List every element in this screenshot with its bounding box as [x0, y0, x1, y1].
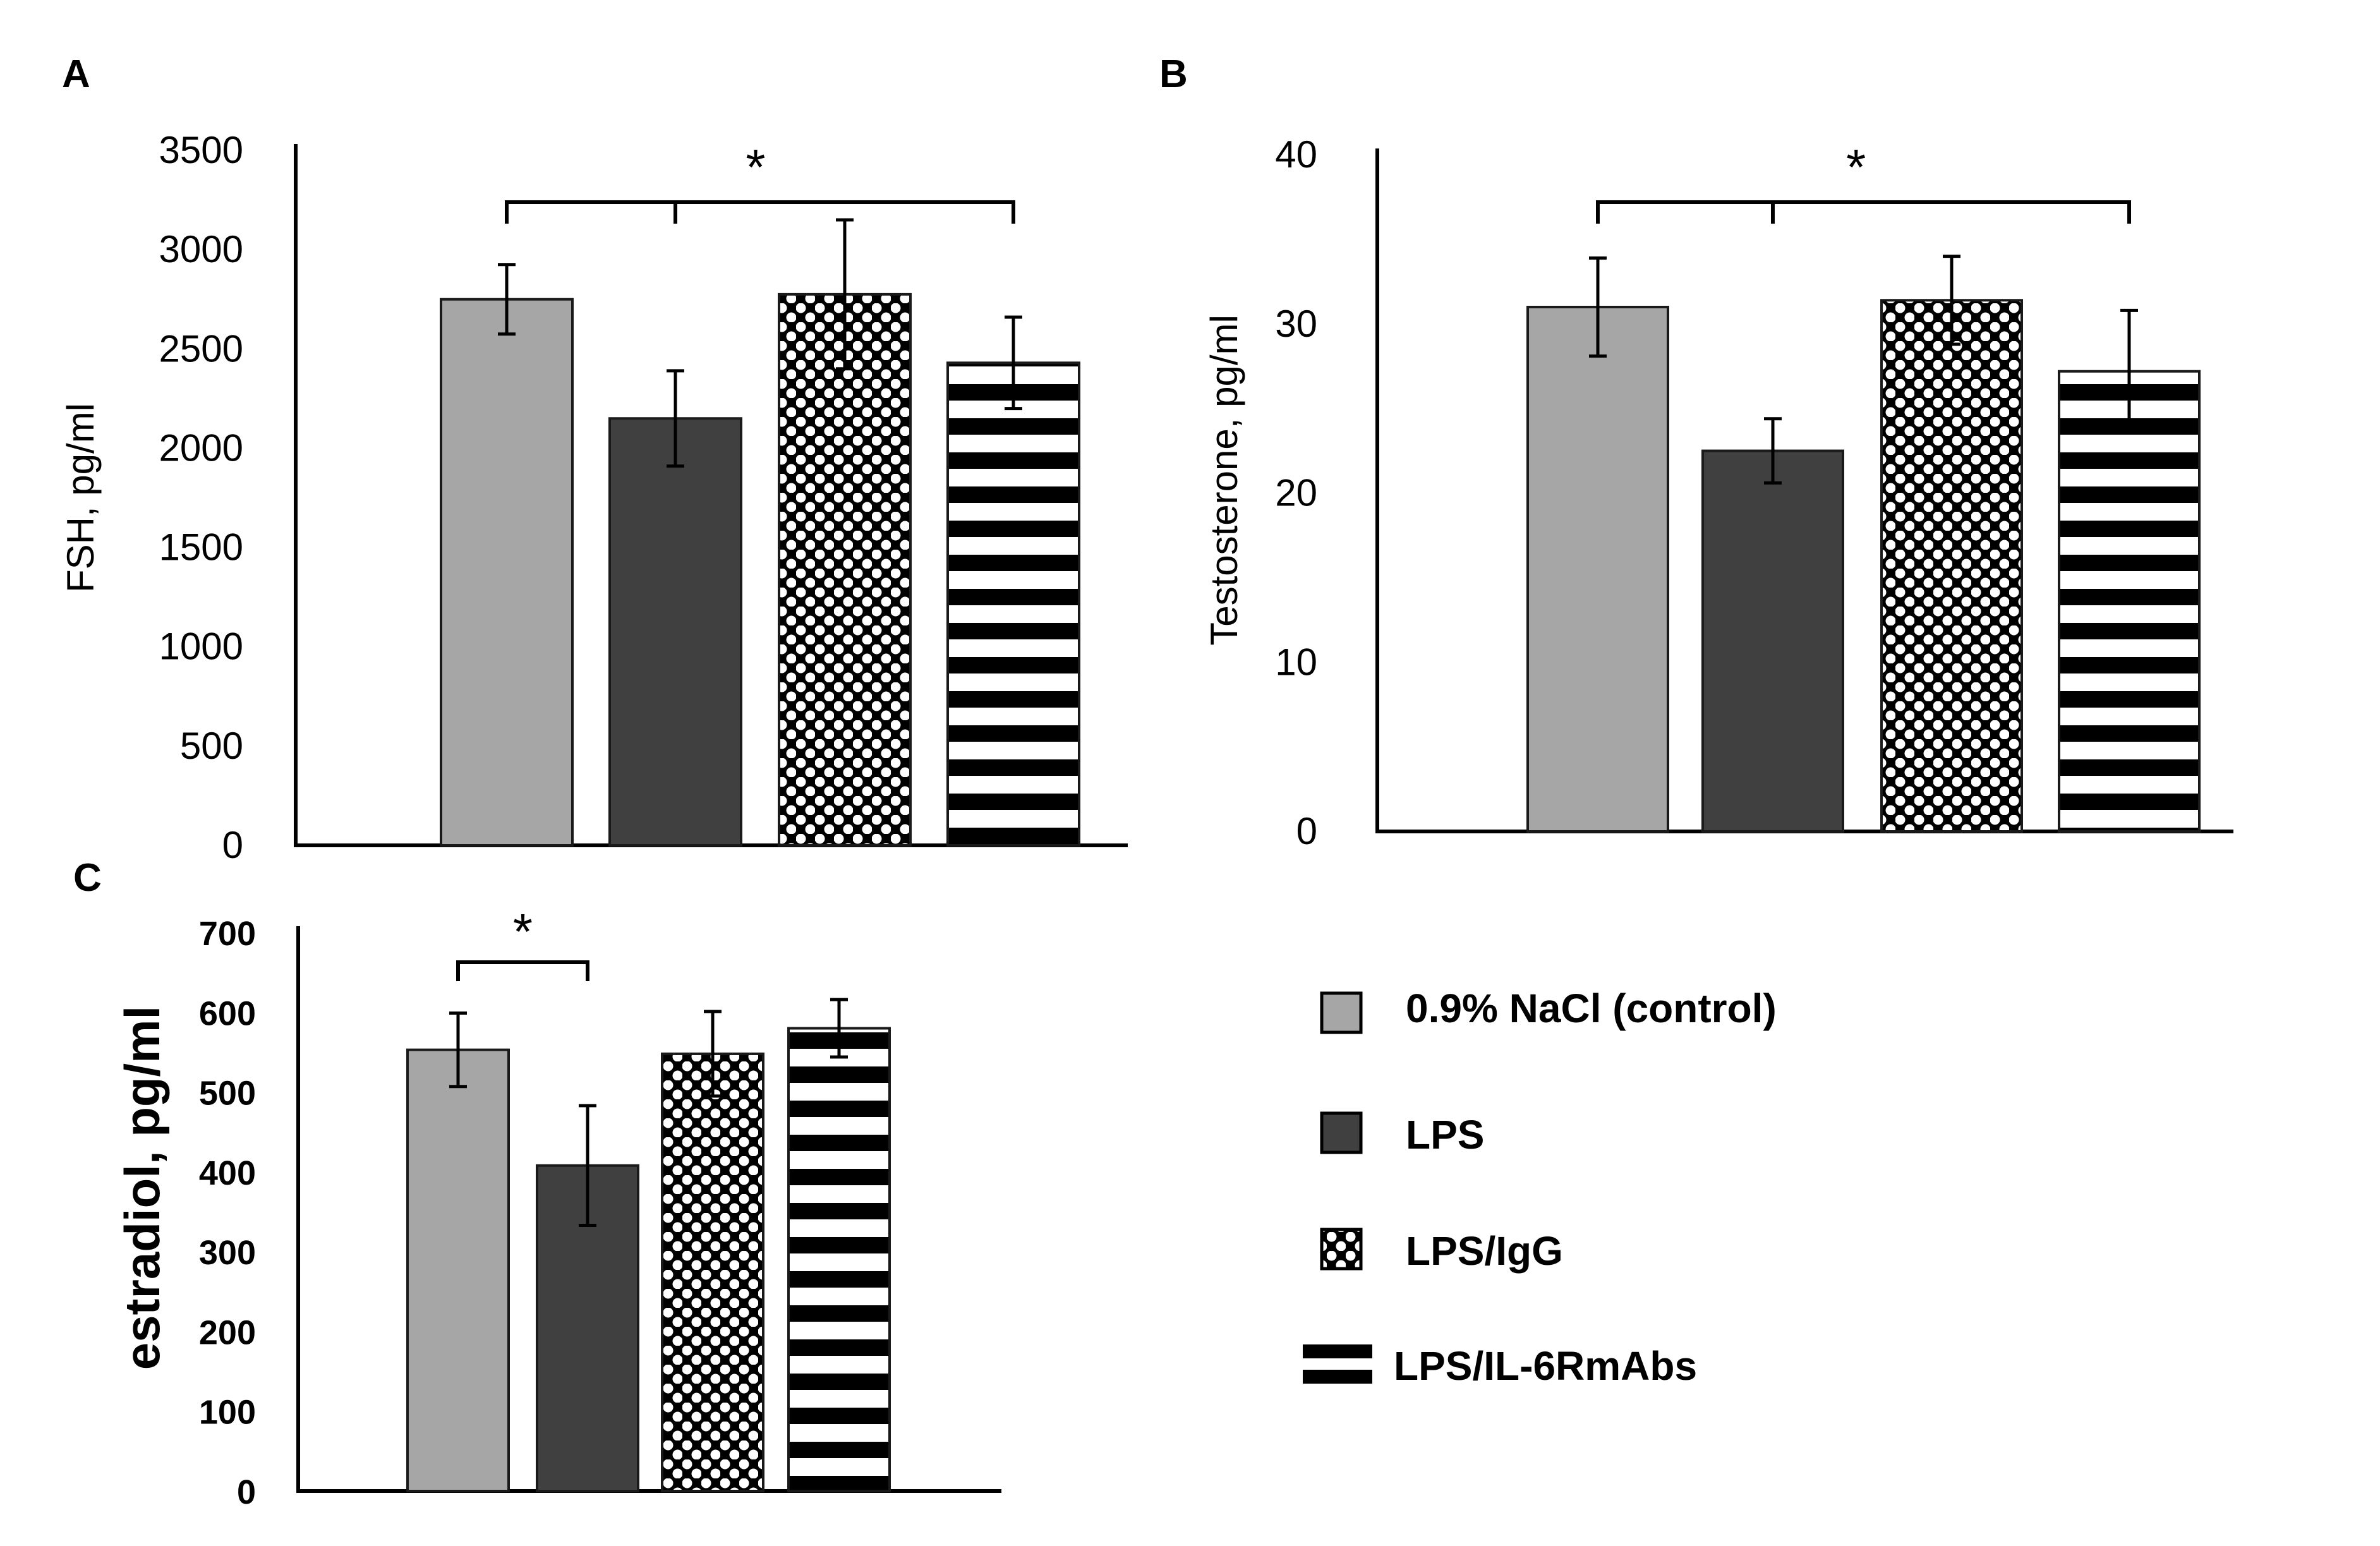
panel-b-y-tick-label: 20 — [1275, 472, 1317, 514]
legend-swatch-lps-igg — [1320, 1228, 1363, 1271]
panel-a-y-tick-label: 500 — [180, 725, 243, 767]
panel-c-y-tick-label: 600 — [199, 994, 256, 1032]
panel-letter-c: C — [73, 856, 102, 900]
panel-c-significance-bracket — [456, 960, 589, 981]
panel-a-y-tick-label: 3000 — [159, 228, 243, 270]
legend-swatch-lps — [1320, 1111, 1363, 1154]
panel-c-bar-0 — [406, 1048, 510, 1492]
panel-a-y-tick-label: 2000 — [159, 426, 243, 469]
panel-b-y-tick-label: 30 — [1275, 303, 1317, 345]
panel-letter-a: A — [62, 52, 90, 96]
panel-a-bar-0 — [440, 298, 574, 847]
panel-c-y-tick-label: 0 — [237, 1473, 256, 1511]
panel-c-y-tick-label: 200 — [199, 1313, 256, 1351]
legend-swatch-control — [1320, 991, 1363, 1034]
panel-c-y-tick-label: 500 — [199, 1075, 256, 1113]
panel-a-y-tick-label: 1000 — [159, 625, 243, 668]
panel-a-chart: 0 500 1000 1500 2000 2500 3000 3500 FSH, pg/ml * — [59, 129, 1128, 866]
panel-b-bar-2 — [1880, 299, 2023, 833]
panel-c-bar-1 — [536, 1164, 639, 1492]
panel-b-bar-3 — [2058, 370, 2201, 833]
panel-c-significance-star: * — [513, 903, 533, 960]
panel-c-y-axis-label: estradiol, pg/ml — [114, 1006, 170, 1370]
panel-b-bar-1 — [1701, 449, 1844, 833]
panel-b-bar-0 — [1526, 305, 1669, 833]
panel-b-y-tick-label: 10 — [1275, 641, 1317, 683]
legend-label-lps-il6rmabs: LPS/IL-6RmAbs — [1394, 1343, 1697, 1389]
panel-c-y-tick-label: 400 — [199, 1154, 256, 1192]
legend-label-control: 0.9% NaCl (control) — [1406, 986, 1777, 1031]
panel-b-y-tick-label: 40 — [1275, 133, 1317, 176]
panel-letter-b: B — [1159, 52, 1188, 96]
panel-a-bar-1 — [608, 417, 742, 847]
panel-a-y-tick-label: 1500 — [159, 526, 243, 569]
panel-a-y-tick-label: 0 — [222, 824, 243, 866]
panel-a-significance-bracket — [505, 200, 1015, 224]
legend-swatch-lps-il6rmabs — [1303, 1344, 1372, 1384]
panel-c-chart: 0 100 200 300 400 500 600 700 estradiol, pg/ml * — [114, 903, 1001, 1511]
panel-a-y-axis-label: FSH, pg/ml — [59, 403, 102, 593]
panel-b-chart: 0 10 20 30 40 Testosterone, pg/ml * — [1203, 133, 2233, 852]
panel-b-significance-star: * — [1846, 139, 1866, 195]
panel-b-y-axis-label: Testosterone, pg/ml — [1203, 315, 1245, 646]
panel-b-y-tick-label: 0 — [1296, 810, 1317, 852]
panel-c-y-tick-label: 100 — [199, 1394, 256, 1432]
panel-a-y-tick-label: 3500 — [159, 129, 243, 171]
panel-c-bar-2 — [661, 1052, 764, 1493]
panel-a-y-tick-label: 2500 — [159, 327, 243, 370]
panel-c-y-tick-label: 700 — [199, 915, 256, 953]
legend: 0.9% NaCl (control) LPS LPS/IgG LPS/IL-6… — [1303, 986, 1777, 1389]
panel-a-bar-3 — [946, 361, 1080, 847]
panel-b-significance-bracket — [1596, 200, 2131, 224]
panel-c-y-tick-label: 300 — [199, 1234, 256, 1272]
panel-c-bar-3 — [787, 1027, 891, 1492]
panel-a-significance-star: * — [746, 139, 765, 195]
legend-label-lps-igg: LPS/IgG — [1406, 1228, 1563, 1274]
panel-a-bar-2 — [778, 293, 912, 847]
legend-label-lps: LPS — [1406, 1112, 1484, 1157]
